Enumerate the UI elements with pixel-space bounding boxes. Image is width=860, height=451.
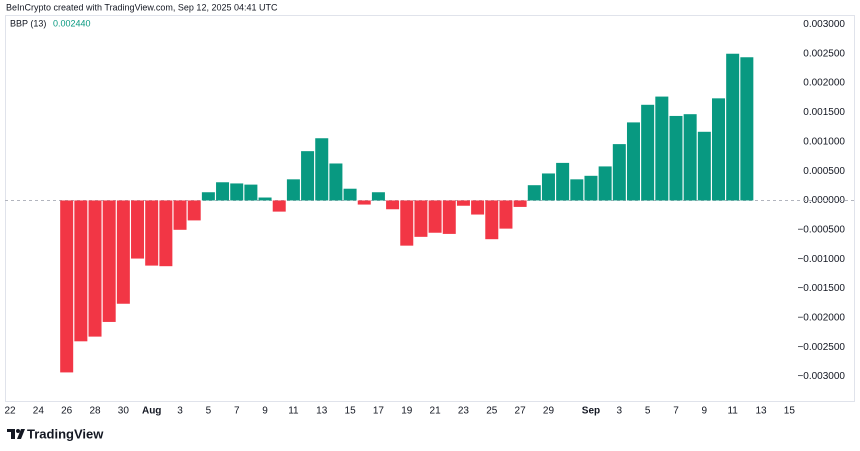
y-tick-label: 0.002500 [803,48,845,59]
bar [641,104,655,201]
x-tick-label: 15 [345,406,357,417]
bar [612,144,626,201]
bar [159,200,173,267]
x-tick-label: 9 [702,406,708,417]
bar [258,197,272,201]
bar [343,188,357,201]
bar [400,200,414,246]
x-tick-label: 7 [234,406,240,417]
y-tick-label: −0.000500 [797,224,845,235]
x-tick-label: 17 [373,406,385,417]
bar [357,200,371,205]
bar [272,200,286,212]
bar [556,162,570,201]
bar [428,200,442,233]
indicator-name: BBP (13) [10,18,46,28]
bar [655,96,669,201]
y-tick-label: 0.001500 [803,107,845,118]
bar [683,114,697,201]
y-tick-label: −0.002500 [797,342,845,353]
y-tick-label: 0.000500 [803,166,845,177]
x-tick-label: 11 [727,406,738,417]
y-tick-label: −0.002000 [797,312,845,323]
bar [286,179,300,201]
bar [74,200,88,342]
bar [626,122,640,201]
bar [527,185,541,201]
y-tick-label: 0.000000 [803,195,845,206]
bar [216,182,230,201]
bar [329,163,343,201]
x-tick-label: 27 [515,406,527,417]
x-tick-label: 23 [458,406,470,417]
bar [131,200,145,259]
x-tick-label: 5 [206,406,212,417]
pane-border [5,15,855,402]
y-tick-label: 0.002000 [803,78,845,89]
bar [442,200,456,234]
bar [386,200,400,210]
bar [173,200,187,230]
x-tick-label: 3 [177,406,183,417]
brand: TradingView [27,426,104,441]
x-tick-label: 7 [673,406,679,417]
x-tick-label: 15 [784,406,796,417]
bar [456,200,470,206]
attribution: BeInCrypto created with TradingView.com,… [6,2,278,12]
x-tick-label: 9 [262,406,268,417]
bar [88,200,102,337]
x-tick-label: 24 [33,406,45,417]
bar [301,151,315,201]
x-tick-label: 29 [543,406,555,417]
bar [201,192,215,201]
bar [471,200,485,215]
bar [499,200,513,229]
bar [712,98,725,201]
bar [414,200,428,237]
bar [740,57,754,201]
x-tick-label: 22 [4,406,16,417]
bar [485,200,499,240]
x-tick-label: 13 [316,406,328,417]
bar [726,53,740,201]
bar [541,173,555,201]
bar [598,166,612,201]
x-tick-label: 19 [401,406,413,417]
bar [187,200,201,221]
bar [145,200,159,266]
bar [513,200,527,207]
y-tick-label: −0.001000 [797,254,845,265]
bar [315,138,329,201]
x-tick-label: 13 [755,406,767,417]
bar [244,184,258,201]
x-tick-label: 26 [61,406,73,417]
bar [230,183,244,201]
x-tick-label: 21 [430,406,442,417]
x-tick-label: 30 [118,406,130,417]
y-tick-label: 0.003000 [803,19,845,30]
bar [584,175,598,201]
x-tick-label: 28 [89,406,101,417]
x-tick-label: Sep [582,406,600,417]
bar [570,179,584,201]
y-tick-label: −0.003000 [797,371,845,382]
bar [669,115,683,201]
bar [60,200,74,373]
y-tick-label: −0.001500 [797,283,845,294]
y-tick-label: 0.001000 [803,136,845,147]
bar [102,200,116,322]
bar [697,131,711,201]
bar [371,192,385,201]
indicator-value: 0.002440 [53,18,91,28]
x-tick-label: 3 [617,406,623,417]
x-tick-label: 25 [486,406,498,417]
x-tick-label: 5 [645,406,651,417]
brand-logo [7,429,25,439]
x-tick-label: Aug [142,406,161,417]
bar [116,200,130,304]
x-tick-label: 11 [288,406,299,417]
